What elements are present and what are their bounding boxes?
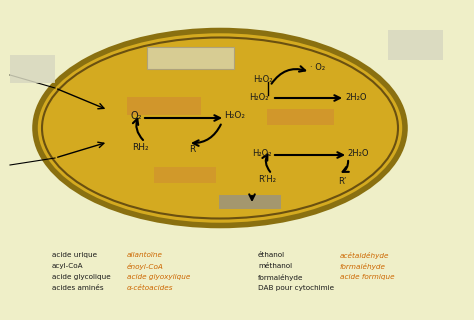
Text: acide formique: acide formique (340, 274, 395, 280)
Text: O₂: O₂ (130, 111, 142, 121)
Text: 2H₂O: 2H₂O (347, 148, 369, 157)
Text: acyl-CoA: acyl-CoA (52, 263, 83, 269)
Text: H₂O₂: H₂O₂ (253, 75, 273, 84)
Text: acide urique: acide urique (52, 252, 97, 258)
Text: acide glyoxylique: acide glyoxylique (127, 274, 191, 280)
Text: allantoïne: allantoïne (127, 252, 163, 258)
Text: R: R (189, 145, 195, 154)
FancyBboxPatch shape (267, 109, 334, 125)
Text: DAB pour cytochimie: DAB pour cytochimie (258, 285, 334, 291)
Text: méthanol: méthanol (258, 263, 292, 269)
Text: formaléhyde: formaléhyde (258, 274, 303, 281)
Text: énoyl-CoA: énoyl-CoA (127, 263, 164, 270)
Text: H₂O₂: H₂O₂ (249, 92, 269, 101)
FancyBboxPatch shape (147, 47, 234, 69)
FancyBboxPatch shape (154, 167, 216, 183)
Text: H₂O₂: H₂O₂ (252, 149, 272, 158)
Ellipse shape (35, 30, 405, 226)
Text: R’H₂: R’H₂ (258, 175, 276, 185)
Text: 2H₂O: 2H₂O (345, 92, 367, 101)
Text: éthanol: éthanol (258, 252, 285, 258)
Text: acide glycolique: acide glycolique (52, 274, 111, 280)
Text: formaléhyde: formaléhyde (340, 263, 386, 270)
Text: RH₂: RH₂ (132, 143, 148, 153)
Text: acétaldéhyde: acétaldéhyde (340, 252, 390, 259)
FancyBboxPatch shape (127, 97, 201, 115)
Text: · O₂: · O₂ (310, 63, 326, 73)
FancyBboxPatch shape (388, 30, 443, 60)
Text: α-cétoacides: α-cétoacides (127, 285, 173, 291)
Text: H₂O₂: H₂O₂ (225, 111, 246, 121)
FancyBboxPatch shape (219, 195, 281, 209)
FancyBboxPatch shape (10, 55, 55, 83)
Text: acides aminés: acides aminés (52, 285, 104, 291)
Text: R’: R’ (338, 177, 346, 186)
